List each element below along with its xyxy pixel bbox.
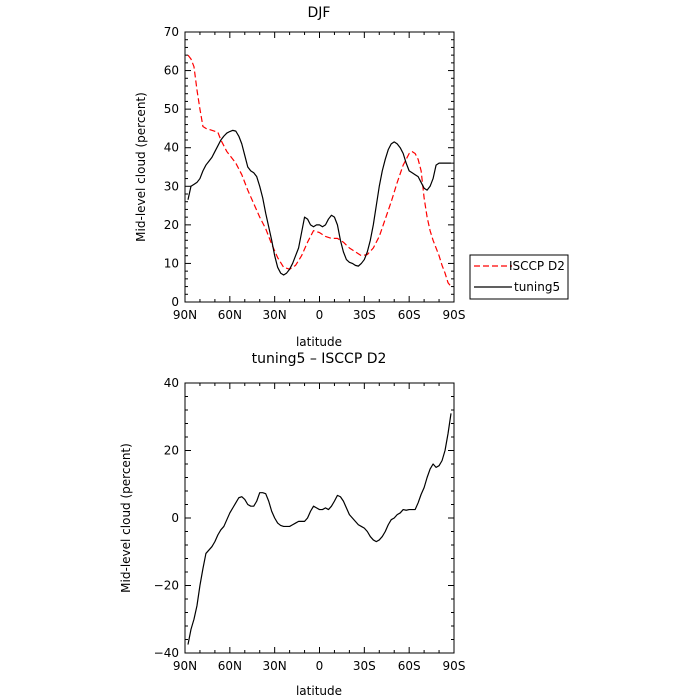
x-tick-label: 60S bbox=[398, 308, 421, 322]
legend: ISCCP D2 tuning5 bbox=[469, 254, 569, 300]
x-tick-label: 90S bbox=[443, 308, 466, 322]
legend-label-isccp: ISCCP D2 bbox=[509, 259, 565, 273]
panel-top-plot-frame bbox=[184, 31, 455, 303]
x-tick-label: 60N bbox=[218, 308, 242, 322]
x-tick-label: 30S bbox=[353, 659, 376, 673]
x-tick-label: 30N bbox=[263, 308, 287, 322]
legend-label-tuning5: tuning5 bbox=[514, 280, 560, 294]
y-tick-label: 10 bbox=[164, 256, 179, 270]
panel-bottom-ylabel: Mid-level cloud (percent) bbox=[119, 443, 133, 593]
legend-box bbox=[469, 254, 569, 300]
y-tick-label: 50 bbox=[164, 102, 179, 116]
panel-bottom-ticks: 90N 60N 30N 0 30S 60S 90S −40 −20 0 20 40 bbox=[154, 376, 466, 673]
y-tick-label: −40 bbox=[154, 646, 179, 660]
x-tick-label: 0 bbox=[316, 308, 324, 322]
panel-top: DJF 90N 60N 30N 0 30S 60S 90S 0 10 20 30 40 50 60 70 l… bbox=[134, 5, 569, 349]
series-line-tuning5 bbox=[187, 129, 452, 276]
y-tick-label: 40 bbox=[164, 376, 179, 390]
y-tick-label: 0 bbox=[171, 295, 179, 309]
y-tick-label: 0 bbox=[171, 511, 179, 525]
panel-bottom-series bbox=[187, 413, 452, 645]
x-tick-label: 60N bbox=[218, 659, 242, 673]
panel-bottom-xlabel: latitude bbox=[296, 684, 342, 698]
series-line-isccp-d2 bbox=[187, 54, 452, 287]
panel-top-ylabel: Mid-level cloud (percent) bbox=[134, 92, 148, 242]
y-tick-label: −20 bbox=[154, 579, 179, 593]
x-tick-label: 90N bbox=[173, 308, 197, 322]
y-tick-label: 30 bbox=[164, 179, 179, 193]
panel-top-ticks: 90N 60N 30N 0 30S 60S 90S 0 10 20 30 40 50 60 70 bbox=[164, 25, 466, 322]
x-tick-label: 0 bbox=[316, 659, 324, 673]
x-tick-label: 90N bbox=[173, 659, 197, 673]
panel-top-series bbox=[187, 54, 452, 287]
x-tick-label: 60S bbox=[398, 659, 421, 673]
panel-top-title: DJF bbox=[308, 5, 331, 21]
y-tick-label: 70 bbox=[164, 25, 179, 39]
panel-bottom-title: tuning5 – ISCCP D2 bbox=[252, 351, 387, 367]
y-tick-label: 40 bbox=[164, 141, 179, 155]
y-tick-label: 20 bbox=[164, 218, 179, 232]
panel-top-xlabel: latitude bbox=[296, 335, 342, 349]
y-tick-label: 20 bbox=[164, 444, 179, 458]
y-tick-label: 60 bbox=[164, 64, 179, 78]
x-tick-label: 30S bbox=[353, 308, 376, 322]
panel-bottom-plot-frame bbox=[184, 382, 455, 654]
x-tick-label: 30N bbox=[263, 659, 287, 673]
x-tick-label: 90S bbox=[443, 659, 466, 673]
panel-bottom: tuning5 – ISCCP D2 90N 60N 30N 0 30S 60S 90S −4… bbox=[119, 351, 465, 698]
series-line-difference bbox=[187, 413, 452, 645]
